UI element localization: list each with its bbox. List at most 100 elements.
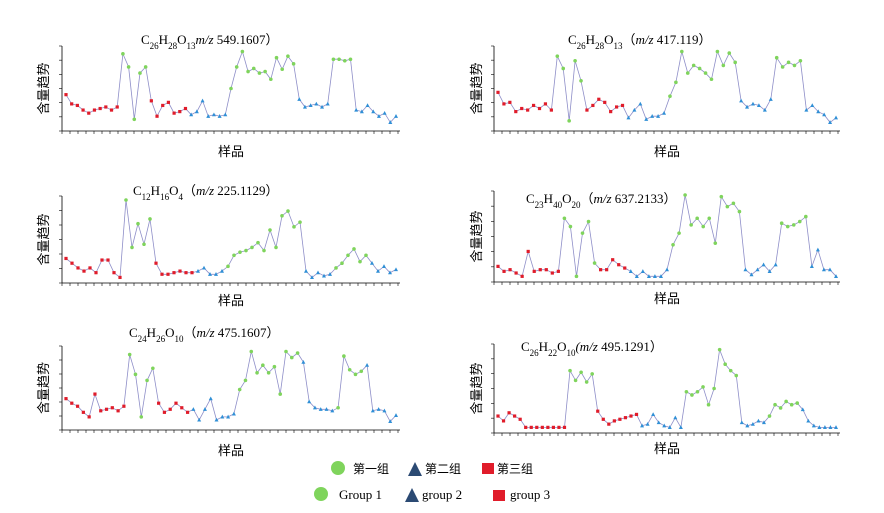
data-point-group1 [804,214,808,219]
chart-panel: C23H40O20（m/z 637.2133） 样品 含量趋势 [469,190,840,307]
data-point-group3 [154,261,158,265]
data-point-group1 [734,373,739,378]
data-point-group3 [106,258,110,262]
data-point-group2 [206,114,211,118]
data-point-group2 [646,274,651,278]
data-point-group3 [549,108,553,112]
data-point-group1 [786,60,791,65]
data-point-group3 [116,409,120,413]
data-point-group2 [220,414,225,419]
data-point-group3 [75,103,79,108]
data-point-group3 [502,269,506,273]
data-point-group3 [599,268,603,272]
title-formula-part: （ [183,183,196,198]
data-point-group2 [800,407,805,412]
data-point-group2 [376,407,381,411]
data-point-group2 [761,262,766,267]
chart-title: C26H22O10(m/z 495.1291） [521,339,663,358]
legend-label-group3-en: group 3 [510,487,550,502]
title-formula-part: 22 [548,348,557,358]
data-point-group1 [795,401,800,405]
title-mz-value: 475.1607） [215,325,280,340]
x-axis-label: 样品 [218,145,244,160]
data-point-group3 [166,272,170,276]
title-formula-part: 13 [186,41,196,51]
data-point-group3 [161,103,165,108]
data-point-group1 [561,66,566,71]
data-point-group2 [214,417,219,422]
data-point-group1 [138,71,142,75]
data-point-group3 [99,409,103,413]
data-point-group2 [388,120,393,124]
data-point-group1 [727,51,732,55]
data-point-group1 [359,369,364,374]
data-point-group3 [87,111,91,115]
data-point-group1 [243,378,248,383]
data-point-group1 [784,399,788,404]
data-point-group1 [567,119,571,123]
data-point-group2 [370,261,374,265]
data-point-group3 [496,90,500,94]
series-line [497,194,837,277]
data-point-group1 [579,79,583,83]
data-point-group1 [568,224,573,229]
x-axis-label: 样品 [654,145,680,160]
data-point-group2 [678,425,683,429]
data-point-group2 [320,104,325,109]
title-mz-value: 225.1129） [214,183,279,198]
chart-title: C23H40O20（m/z 637.2133） [526,191,677,210]
data-point-group1 [347,367,352,372]
data-point-group1 [774,55,779,60]
data-point-group1 [695,389,700,394]
legend-label-group1-en: Group 1 [339,487,382,502]
series-line [65,350,397,423]
data-point-group2 [834,274,838,278]
data-point-group3 [557,425,561,429]
data-point-group3 [544,268,548,272]
title-formula-part: O [169,183,178,198]
data-point-group2 [394,413,398,417]
title-formula-part: 10 [174,334,184,344]
data-point-group3 [532,269,536,273]
data-point-group3 [168,407,172,411]
data-point-group1 [278,392,283,396]
data-point-group2 [828,425,833,429]
data-point-group1 [246,69,250,74]
title-formula-part: 20 [571,200,581,210]
data-point-group2 [376,114,381,118]
data-point-group3 [531,103,536,108]
data-point-group2 [217,114,222,118]
data-point-group3 [526,108,530,112]
x-axis-label: 样品 [218,294,244,309]
data-point-group2 [211,112,216,117]
data-point-group3 [508,100,512,104]
data-point-group3 [526,249,530,254]
data-point-group1 [255,371,259,375]
chart-panel: C26H28O13（m/z 417.119） 样品 含量趋势 [469,32,840,160]
data-point-group1 [592,261,597,265]
chart-title: C24H26O10（m/z 475.1607） [129,325,280,344]
title-formula-part: 12 [142,192,151,202]
data-point-group3 [70,401,74,405]
title-mz: m/z [593,191,611,206]
data-point-group1 [690,393,694,397]
data-point-group3 [110,406,114,410]
data-point-group3 [104,407,109,411]
data-point-group2 [371,109,376,114]
data-point-group3 [166,100,171,104]
chart-title: C12H16O4（m/z 225.1129） [133,183,279,202]
data-point-group1 [719,194,724,199]
legend-marker-group3-en [493,490,505,501]
data-point-group1 [668,94,672,98]
x-axis-label: 样品 [218,444,244,459]
data-point-group3 [585,108,589,112]
legend-label-group2-en: group 2 [422,487,462,502]
data-point-group1 [340,261,344,266]
data-point-group3 [634,412,639,417]
data-point-group1 [353,372,358,377]
data-point-group3 [157,401,161,405]
data-point-group2 [626,115,631,120]
title-formula-part: 28 [595,41,605,51]
title-formula-part: H [147,325,156,340]
